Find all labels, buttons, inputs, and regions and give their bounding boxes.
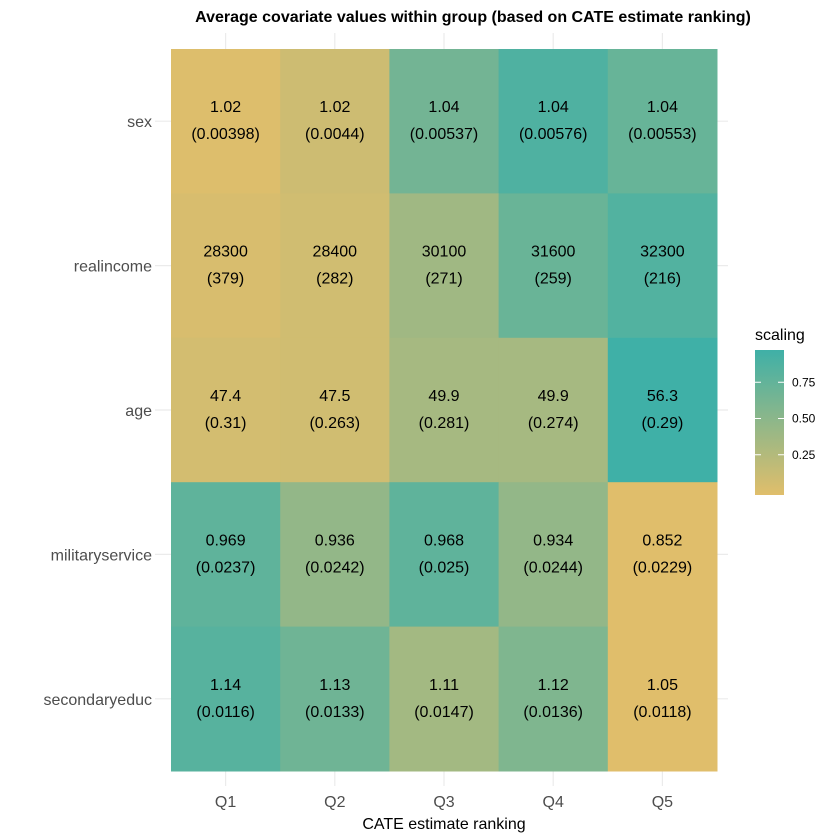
heatmap-cell (498, 482, 609, 628)
cell-mean-label: 56.3 (647, 388, 678, 405)
cell-se-label: (0.29) (642, 415, 684, 432)
heatmap-cell (280, 49, 390, 194)
cell-se-label: (0.00553) (628, 126, 697, 143)
cell-se-label: (0.025) (419, 559, 470, 576)
cell-se-label: (0.0116) (196, 704, 254, 721)
heatmap-cell (171, 193, 281, 339)
cell-mean-label: 1.02 (319, 99, 350, 116)
heatmap-cell (280, 626, 390, 772)
heatmap-cell (171, 626, 281, 772)
heatmap-cell (280, 337, 390, 483)
cell-mean-label: 1.04 (647, 99, 678, 116)
cell-se-label: (0.0242) (305, 559, 365, 576)
cell-se-label: (379) (207, 271, 244, 288)
cell-mean-label: 1.13 (319, 677, 350, 694)
x-tick-label: Q3 (433, 794, 454, 811)
heatmap-cell (498, 626, 609, 772)
cell-se-label: (0.263) (309, 415, 360, 432)
cell-se-label: (0.0229) (633, 559, 693, 576)
cell-se-label: (0.0244) (523, 559, 583, 576)
x-tick-label: Q4 (543, 794, 564, 811)
heatmap-cell (280, 482, 390, 628)
heatmap-cell (171, 482, 281, 628)
cell-se-label: (259) (535, 271, 572, 288)
cell-mean-label: 1.05 (647, 677, 678, 694)
legend-tick-label: 0.75 (792, 375, 816, 389)
cell-se-label: (216) (644, 271, 681, 288)
chart-title: Average covariate values within group (b… (195, 9, 751, 26)
heatmap-cell (280, 193, 390, 339)
cell-se-label: (0.00398) (191, 126, 260, 143)
cell-mean-label: 1.12 (538, 677, 569, 694)
cell-mean-label: 0.852 (642, 532, 682, 549)
legend-tick-label: 0.50 (792, 412, 816, 426)
cell-mean-label: 49.9 (428, 388, 459, 405)
y-axis: sex realincome age militaryservice secondary… (43, 114, 152, 709)
cell-mean-label: 49.9 (538, 388, 569, 405)
cell-se-label: (0.0118) (633, 704, 691, 721)
cell-mean-label: 30100 (422, 244, 467, 261)
y-tick-label: secondaryeduc (43, 692, 152, 709)
heatmap-cell (389, 337, 500, 483)
heatmap-cell (607, 193, 718, 339)
cell-mean-label: 1.02 (210, 99, 241, 116)
cell-se-label: (0.00576) (519, 126, 588, 143)
cell-mean-label: 1.04 (428, 99, 459, 116)
x-axis-label: CATE estimate ranking (362, 816, 525, 833)
cell-se-label: (0.0044) (305, 126, 365, 143)
legend-ticks: 0.25 0.50 0.75 (755, 375, 816, 462)
cell-mean-label: 28400 (313, 244, 358, 261)
y-tick-label: militaryservice (51, 547, 152, 564)
heatmap-cell (607, 482, 718, 628)
heatmap-cell (389, 482, 500, 628)
heatmap-cell (171, 337, 281, 483)
cell-mean-label: 1.11 (429, 677, 459, 694)
cell-mean-label: 1.04 (538, 99, 569, 116)
heatmap-cell (389, 49, 500, 194)
cell-se-label: (0.00537) (410, 126, 479, 143)
cell-mean-label: 47.4 (210, 388, 241, 405)
cell-se-label: (282) (316, 271, 353, 288)
cell-mean-label: 31600 (531, 244, 576, 261)
heatmap-cell (498, 49, 609, 194)
cell-se-label: (0.274) (528, 415, 579, 432)
heatmap-cell (171, 49, 281, 194)
heatmap-cell (607, 626, 718, 772)
cell-mean-label: 1.14 (210, 677, 241, 694)
x-tick-label: Q1 (215, 794, 236, 811)
cell-mean-label: 32300 (640, 244, 685, 261)
y-tick-label: sex (127, 114, 152, 131)
x-tick-label: Q5 (652, 794, 673, 811)
cell-se-label: (271) (425, 271, 462, 288)
heatmap-cells: 1.02 (0.00398) 1.02 (0.0044) 1.04 (0.00537) 1.… (171, 49, 718, 772)
legend: scaling 0.25 0.50 0.75 (755, 327, 816, 495)
heatmap-cell (389, 626, 500, 772)
x-axis: Q1 Q2 Q3 Q4 Q5 (215, 794, 673, 811)
heatmap-cell (389, 193, 500, 339)
cell-se-label: (0.0136) (523, 704, 583, 721)
cell-se-label: (0.281) (419, 415, 470, 432)
legend-colorbar (755, 350, 784, 495)
cell-se-label: (0.0237) (196, 559, 256, 576)
cell-mean-label: 28300 (203, 244, 248, 261)
cell-se-label: (0.0133) (305, 704, 365, 721)
heatmap-cell (607, 337, 718, 483)
x-tick-label: Q2 (324, 794, 345, 811)
heatmap-cell (607, 49, 718, 194)
heatmap-cell (498, 193, 609, 339)
legend-title: scaling (755, 327, 805, 344)
cell-se-label: (0.0147) (414, 704, 474, 721)
cell-mean-label: 0.936 (315, 532, 355, 549)
cell-se-label: (0.31) (205, 415, 247, 432)
heatmap-cell (498, 337, 609, 483)
cell-mean-label: 0.968 (424, 532, 464, 549)
cell-mean-label: 0.969 (206, 532, 246, 549)
y-tick-label: realincome (74, 259, 152, 276)
cell-mean-label: 47.5 (319, 388, 350, 405)
legend-tick-label: 0.25 (792, 448, 816, 462)
cell-mean-label: 0.934 (533, 532, 573, 549)
y-tick-label: age (125, 403, 152, 420)
